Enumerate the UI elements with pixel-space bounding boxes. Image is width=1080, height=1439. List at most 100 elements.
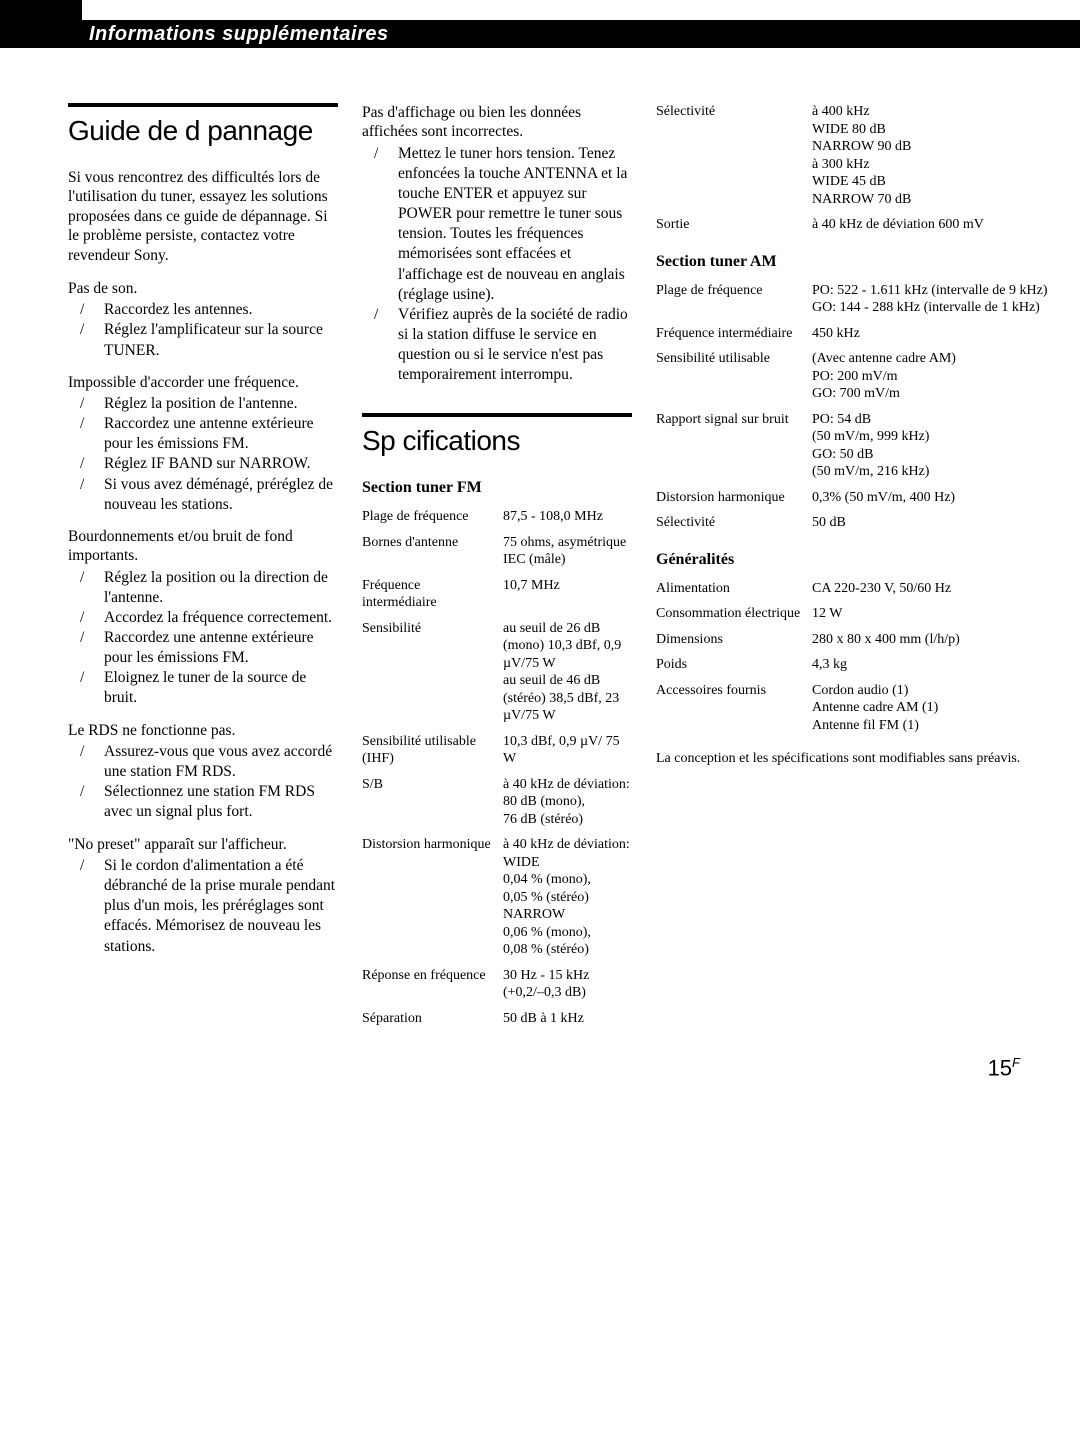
spec-value: à 40 kHz de déviation 600 mV: [812, 216, 1056, 234]
fm-section-heading: Section tuner FM: [362, 478, 632, 498]
spec-label: Sortie: [656, 216, 812, 234]
spec-label: Sensibilité utilisable: [656, 350, 812, 403]
spec-value: 75 ohms, asymétrique IEC (mâle): [503, 534, 632, 569]
spec-label: Réponse en fréquence: [362, 967, 503, 1002]
specifications-heading: Sp cifications: [362, 413, 632, 458]
spec-footnote: La conception et les spécifications sont…: [656, 750, 1056, 768]
spec-label: Plage de fréquence: [362, 508, 503, 526]
spec-row: Distorsion harmonique0,3% (50 mV/m, 400 …: [656, 489, 1056, 507]
spec-label: Dimensions: [656, 631, 812, 649]
trouble-list: Réglez la position de l'antenne. Raccord…: [68, 394, 338, 515]
trouble-block-1: Impossible d'accorder une fréquence. Rég…: [68, 373, 338, 515]
trouble-item: Réglez la position de l'antenne.: [104, 394, 338, 414]
column-3: Sélectivitéà 400 kHz WIDE 80 dB NARROW 9…: [656, 103, 1056, 1035]
spec-label: Accessoires fournis: [656, 682, 812, 735]
spec-value: à 40 kHz de déviation: WIDE 0,04 % (mono…: [503, 836, 632, 959]
page-root: Informations supplémentaires Guide de d …: [0, 0, 1080, 1122]
trouble-list: Réglez la position ou la direction de l'…: [68, 568, 338, 709]
content-columns: Guide de d pannage Si vous rencontrez de…: [0, 48, 1080, 1035]
spec-label: Consommation électrique: [656, 605, 812, 623]
trouble-list-continued: Mettez le tuner hors tension. Tenez enfo…: [362, 144, 632, 386]
spec-label: Poids: [656, 656, 812, 674]
trouble-item: Raccordez une antenne extérieure pour le…: [104, 628, 338, 668]
spec-row: Dimensions280 x 80 x 400 mm (l/h/p): [656, 631, 1056, 649]
header-title: Informations supplémentaires: [81, 23, 389, 46]
spec-value: 0,3% (50 mV/m, 400 Hz): [812, 489, 1056, 507]
spec-label: Sélectivité: [656, 103, 812, 208]
troubleshooting-intro: Si vous rencontrez des difficultés lors …: [68, 168, 338, 265]
trouble-list: Assurez-vous que vous avez accordé une s…: [68, 742, 338, 823]
spec-row: Accessoires fournisCordon audio (1) Ante…: [656, 682, 1056, 735]
spec-label: Rapport signal sur bruit: [656, 411, 812, 481]
page-number: 15F: [0, 1035, 1080, 1081]
trouble-block-0: Pas de son. Raccordez les antennes. Régl…: [68, 279, 338, 361]
column-2: Pas d'affichage ou bien les données affi…: [362, 103, 632, 1035]
spec-value: Cordon audio (1) Antenne cadre AM (1) An…: [812, 682, 1056, 735]
trouble-item: Eloignez le tuner de la source de bruit.: [104, 668, 338, 708]
spec-row: Rapport signal sur bruitPO: 54 dB (50 mV…: [656, 411, 1056, 481]
trouble-title: Pas de son.: [68, 279, 338, 298]
spec-row: Fréquence intermédiaire450 kHz: [656, 325, 1056, 343]
spec-value: (Avec antenne cadre AM) PO: 200 mV/m GO:…: [812, 350, 1056, 403]
spec-label: Distorsion harmonique: [362, 836, 503, 959]
trouble-item: Si le cordon d'alimentation a été débran…: [104, 856, 338, 957]
trouble-block-3: Le RDS ne fonctionne pas. Assurez-vous q…: [68, 721, 338, 823]
spec-row: S/Bà 40 kHz de déviation: 80 dB (mono), …: [362, 776, 632, 829]
trouble-item: Sélectionnez une station FM RDS avec un …: [104, 782, 338, 822]
spec-row: Poids4,3 kg: [656, 656, 1056, 674]
spec-label: Sélectivité: [656, 514, 812, 532]
trouble-item: Mettez le tuner hors tension. Tenez enfo…: [398, 144, 632, 305]
spec-value: 450 kHz: [812, 325, 1056, 343]
spec-value: à 400 kHz WIDE 80 dB NARROW 90 dB à 300 …: [812, 103, 1056, 208]
spec-row: Sélectivitéà 400 kHz WIDE 80 dB NARROW 9…: [656, 103, 1056, 208]
page-number-suffix: F: [1012, 1055, 1020, 1070]
spec-row: Consommation électrique12 W: [656, 605, 1056, 623]
spec-value: 87,5 - 108,0 MHz: [503, 508, 632, 526]
top-bar: Informations supplémentaires: [0, 0, 1080, 48]
trouble-item: Raccordez les antennes.: [104, 300, 338, 320]
trouble-title: Le RDS ne fonctionne pas.: [68, 721, 338, 740]
spec-label: Alimentation: [656, 580, 812, 598]
spec-row: Séparation50 dB à 1 kHz: [362, 1010, 632, 1028]
spec-label: Plage de fréquence: [656, 282, 812, 317]
spec-value: au seuil de 26 dB (mono) 10,3 dBf, 0,9 µ…: [503, 620, 632, 725]
spec-row: AlimentationCA 220-230 V, 50/60 Hz: [656, 580, 1056, 598]
spec-value: 280 x 80 x 400 mm (l/h/p): [812, 631, 1056, 649]
spec-row: Plage de fréquencePO: 522 - 1.611 kHz (i…: [656, 282, 1056, 317]
trouble-list: Si le cordon d'alimentation a été débran…: [68, 856, 338, 957]
trouble-item: Accordez la fréquence correctement.: [104, 608, 338, 628]
spec-label: Distorsion harmonique: [656, 489, 812, 507]
spec-label: S/B: [362, 776, 503, 829]
spec-value: 10,3 dBf, 0,9 µV/ 75 W: [503, 733, 632, 768]
spec-label: Sensibilité: [362, 620, 503, 725]
trouble-item: Raccordez une antenne extérieure pour le…: [104, 414, 338, 454]
trouble-title-continued: Pas d'affichage ou bien les données affi…: [362, 103, 632, 142]
trouble-item: Réglez la position ou la direction de l'…: [104, 568, 338, 608]
spec-label: Bornes d'antenne: [362, 534, 503, 569]
trouble-block-2: Bourdonnements et/ou bruit de fond impor…: [68, 527, 338, 709]
trouble-item: Réglez IF BAND sur NARROW.: [104, 454, 338, 474]
corner-block: [0, 0, 82, 48]
spec-row: Fréquence intermédiaire10,7 MHz: [362, 577, 632, 612]
spec-value: PO: 522 - 1.611 kHz (intervalle de 9 kHz…: [812, 282, 1056, 317]
trouble-block-4: "No preset" apparaît sur l'afficheur. Si…: [68, 835, 338, 957]
spec-label: Sensibilité utilisable (IHF): [362, 733, 503, 768]
spec-value: 50 dB à 1 kHz: [503, 1010, 632, 1028]
spec-label: Fréquence intermédiaire: [362, 577, 503, 612]
spec-value: à 40 kHz de déviation: 80 dB (mono), 76 …: [503, 776, 632, 829]
troubleshooting-heading: Guide de d pannage: [68, 103, 338, 148]
spec-row: Réponse en fréquence30 Hz - 15 kHz (+0,2…: [362, 967, 632, 1002]
spec-row: Distorsion harmoniqueà 40 kHz de déviati…: [362, 836, 632, 959]
spec-row: Sélectivité50 dB: [656, 514, 1056, 532]
spec-row: Sensibilité utilisable (IHF)10,3 dBf, 0,…: [362, 733, 632, 768]
spec-value: 10,7 MHz: [503, 577, 632, 612]
trouble-list: Raccordez les antennes. Réglez l'amplifi…: [68, 300, 338, 360]
spec-row: Sensibilité utilisable(Avec antenne cadr…: [656, 350, 1056, 403]
trouble-title: Bourdonnements et/ou bruit de fond impor…: [68, 527, 338, 566]
header-strip: Informations supplémentaires: [81, 20, 1080, 48]
trouble-item: Si vous avez déménagé, préréglez de nouv…: [104, 475, 338, 515]
trouble-item: Vérifiez auprès de la société de radio s…: [398, 305, 632, 386]
spec-value: CA 220-230 V, 50/60 Hz: [812, 580, 1056, 598]
spec-label: Séparation: [362, 1010, 503, 1028]
general-section-heading: Généralités: [656, 550, 1056, 570]
